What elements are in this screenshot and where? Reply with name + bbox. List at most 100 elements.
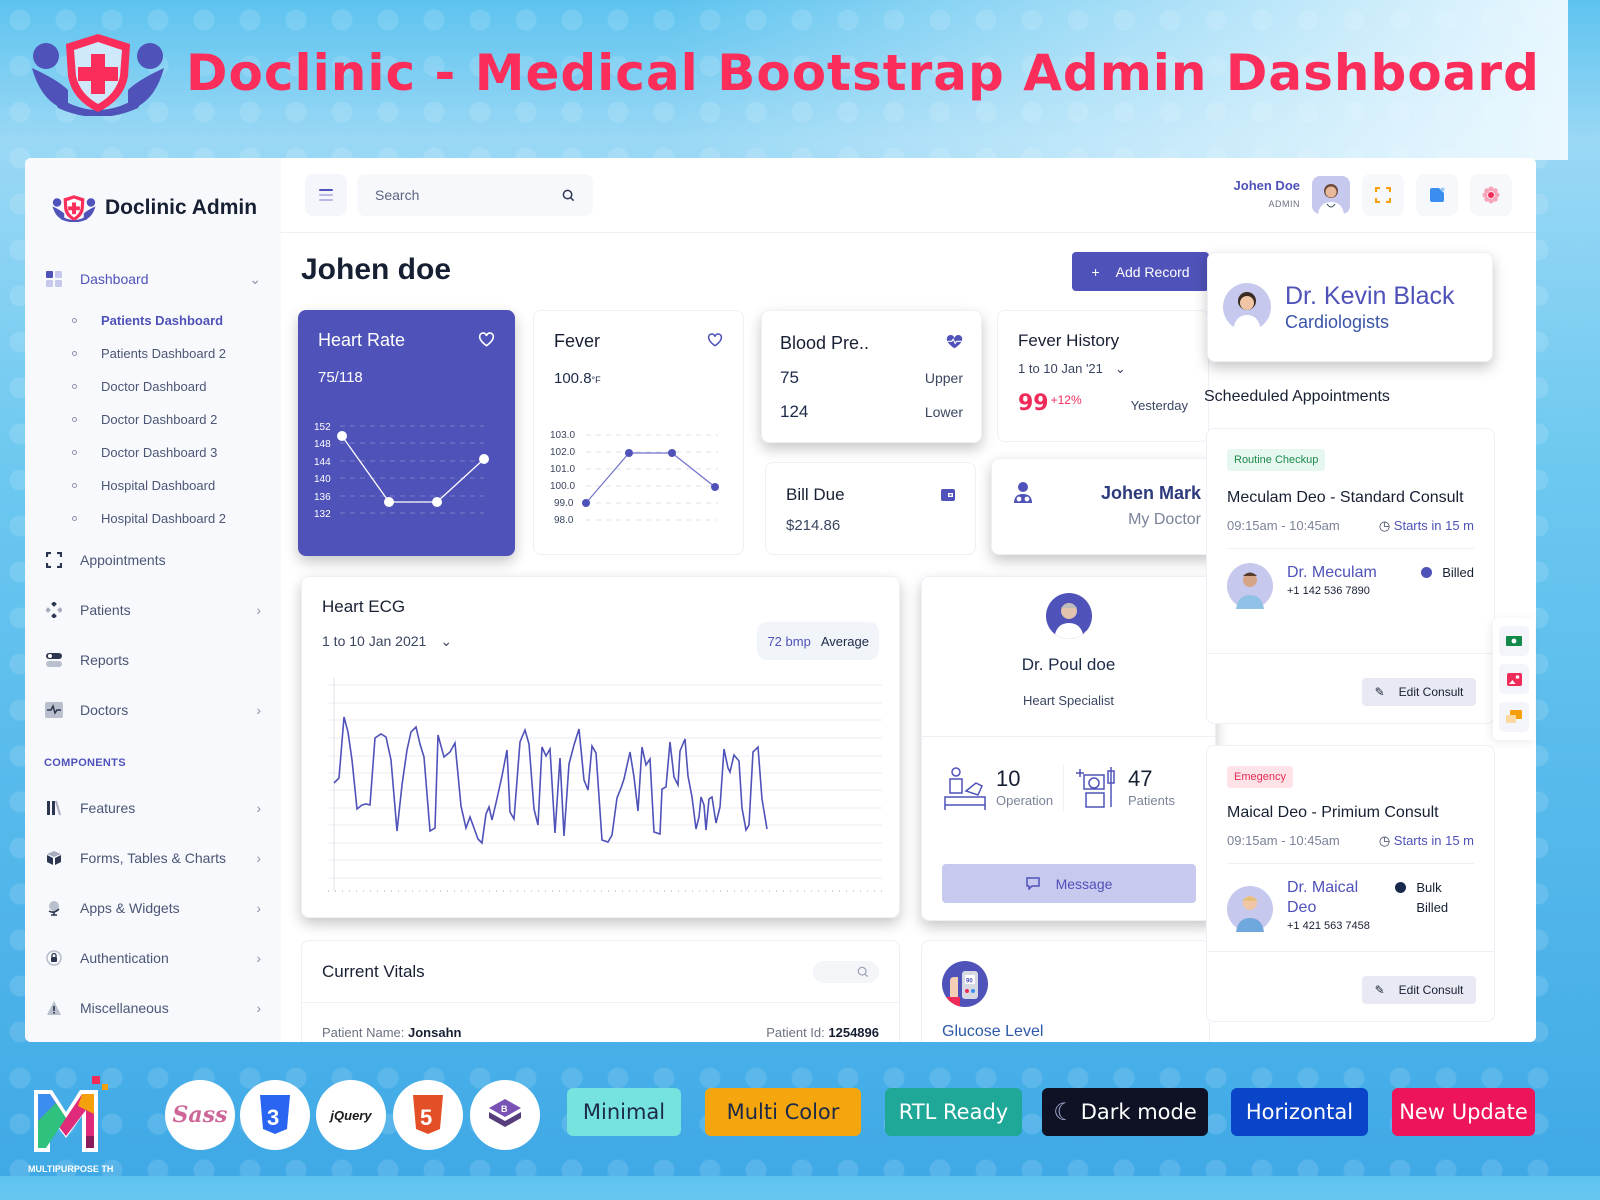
jquery-badge: jQuery — [316, 1080, 386, 1150]
surgery-icon — [944, 767, 986, 810]
settings-button[interactable] — [1470, 174, 1512, 216]
sidebar-subitem-patients-dashboard-2[interactable]: Patients Dashboard 2 — [67, 337, 281, 370]
sidebar-item-appointments[interactable]: Appointments — [25, 535, 281, 585]
sidebar-item-forms-tables-charts[interactable]: Forms, Tables & Charts › — [25, 833, 281, 883]
add-record-button[interactable]: + Add Record — [1072, 252, 1209, 291]
multipurpose-themes-logo: MULTIPURPOSE THEMES — [28, 1076, 139, 1176]
bp-upper-row: 75 Upper — [780, 368, 963, 387]
appointment-type-badge: Routine Checkup — [1227, 449, 1326, 471]
appointment-card: Routine Checkup Meculam Deo - Standard C… — [1206, 428, 1495, 724]
patients-stat: 47 Patients — [1063, 765, 1195, 811]
svg-text:148: 148 — [314, 439, 331, 450]
doctor-avatar[interactable] — [1045, 593, 1092, 639]
featured-doctor-name: Dr. Kevin Black — [1285, 281, 1455, 310]
css3-badge: 3 — [240, 1080, 310, 1150]
fever-history-card: Fever History 1 to 10 Jan '21 ⌄ 99 +12% Ye… — [997, 310, 1209, 442]
doctor-avatar[interactable] — [1227, 563, 1273, 609]
ecg-average-pill: 72 bmp Average — [757, 622, 879, 660]
featured-doctor-card[interactable]: Dr. Kevin Black Cardiologists — [1207, 252, 1493, 362]
hero-banner: Doclinic - Medical Bootstrap Admin Dashb… — [28, 28, 1540, 118]
search-input[interactable] — [375, 187, 525, 203]
sidebar-item-apps-widgets[interactable]: Apps & Widgets › — [25, 883, 281, 933]
topbar-right: Johen Doe ADMIN — [1234, 174, 1512, 216]
fever-history-range-dropdown[interactable]: 1 to 10 Jan '21 ⌄ — [1018, 361, 1126, 376]
search-box — [357, 174, 593, 216]
bullet-icon — [67, 318, 81, 324]
sidebar-item-reports[interactable]: Reports — [25, 635, 281, 685]
brand-name: Doclinic Admin — [105, 196, 258, 219]
edit-consult-button[interactable]: ✎ Edit Consult — [1362, 678, 1476, 706]
heart-icon[interactable] — [478, 332, 495, 347]
current-vitals-header: Current Vitals — [302, 941, 899, 1003]
sidebar-subitem-doctor-dashboard-3[interactable]: Doctor Dashboard 3 — [67, 436, 281, 469]
bullet-icon — [67, 516, 81, 522]
sidebar-item-features[interactable]: Features › — [25, 783, 281, 833]
brand[interactable]: Doclinic Admin — [25, 158, 281, 234]
appointment-doctor: Dr. Meculam +1 142 536 7890 Billed — [1227, 563, 1474, 609]
menu-toggle-button[interactable] — [305, 174, 347, 216]
bullet-icon — [67, 351, 81, 357]
sidebar-subitem-doctor-dashboard-2[interactable]: Doctor Dashboard 2 — [67, 403, 281, 436]
user-avatar[interactable] — [1312, 176, 1350, 214]
svg-text:152: 152 — [314, 422, 331, 433]
sidebar-subitem-hospital-dashboard-2[interactable]: Hospital Dashboard 2 — [67, 502, 281, 535]
bullet-icon — [67, 450, 81, 456]
notifications-button[interactable] — [1416, 174, 1458, 216]
bullet-icon — [67, 384, 81, 390]
vitals-patient-row: Patient Name: Jonsahn Patient Id: 125489… — [322, 1025, 879, 1040]
sidebar-item-patients[interactable]: Patients › — [25, 585, 281, 635]
message-button[interactable]: Message — [942, 864, 1196, 903]
doctor-avatar[interactable] — [1227, 886, 1273, 932]
svg-text:140: 140 — [314, 474, 331, 485]
chevron-down-icon: ⌄ — [440, 633, 453, 649]
sidebar-item-doctors[interactable]: Doctors › — [25, 685, 281, 735]
box-icon — [45, 849, 63, 867]
notification-icon — [1430, 187, 1445, 202]
billing-status: Billed — [1421, 563, 1474, 583]
globe-icon — [45, 899, 63, 917]
search-icon[interactable] — [562, 189, 575, 202]
main-content: Johen Doe ADMIN Johen doe + Add — [281, 158, 1536, 1042]
my-doctor-card[interactable]: Johen Mark My Doctor — [991, 458, 1222, 555]
heart-rate-card: Heart Rate 75/118 152 148 144 140 136 13… — [298, 310, 515, 556]
sidebar-subitem-patients-dashboard[interactable]: Patients Dashboard — [67, 304, 281, 337]
svg-text:B: B — [501, 1104, 508, 1114]
vitals-search-button[interactable] — [813, 960, 879, 983]
feature-pill-minimal: Minimal — [567, 1088, 681, 1136]
chevron-down-icon: ⌄ — [249, 270, 261, 287]
card-title: Heart ECG — [322, 597, 406, 616]
image-tool-button[interactable] — [1499, 664, 1529, 694]
appointment-footer: ✎ Edit Consult — [1207, 653, 1494, 723]
svg-text:136: 136 — [314, 492, 331, 503]
floating-toolbar — [1493, 618, 1535, 740]
plus-icon: + — [1091, 263, 1100, 280]
bootstrap-badge: B — [470, 1080, 540, 1150]
sidebar-item-miscellaneous[interactable]: Miscellaneous › — [25, 983, 281, 1033]
glucose-card: 90 Glucose Level — [921, 940, 1210, 1042]
edit-consult-button[interactable]: ✎ Edit Consult — [1362, 976, 1476, 1004]
heart-icon[interactable] — [707, 333, 723, 347]
feature-pill-new-update: New Update — [1392, 1088, 1535, 1136]
svg-text:3: 3 — [267, 1105, 279, 1130]
svg-text:102.0: 102.0 — [550, 447, 575, 458]
chevron-right-icon: › — [256, 800, 261, 816]
fullscreen-icon — [1375, 187, 1391, 203]
pencil-icon: ✎ — [1374, 983, 1385, 997]
heart-ecg-card: Heart ECG 1 to 10 Jan 2021 ⌄ 72 bmp Averag… — [301, 576, 900, 918]
card-title: Fever — [554, 331, 601, 351]
chat-tool-button[interactable] — [1499, 702, 1529, 732]
chevron-right-icon: › — [256, 702, 261, 718]
money-tool-button[interactable] — [1499, 626, 1529, 656]
sidebar-item-authentication[interactable]: Authentication › — [25, 933, 281, 983]
doctor-stats: 10 Operation 47 Patients — [922, 737, 1215, 811]
chevron-right-icon: › — [256, 850, 261, 866]
feature-pill-horizontal: Horizontal — [1231, 1088, 1368, 1136]
ecg-range-dropdown[interactable]: 1 to 10 Jan 2021 ⌄ — [322, 633, 453, 649]
sidebar-subitem-hospital-dashboard[interactable]: Hospital Dashboard — [67, 469, 281, 502]
appointment-card: Emegency Maical Deo - Primium Consult 09… — [1206, 745, 1495, 1022]
fullscreen-button[interactable] — [1362, 174, 1404, 216]
sidebar-subitem-doctor-dashboard[interactable]: Doctor Dashboard — [67, 370, 281, 403]
sass-badge: Sass — [165, 1080, 235, 1150]
user-info[interactable]: Johen Doe ADMIN — [1234, 178, 1300, 213]
sidebar-item-dashboard[interactable]: Dashboard ⌄ — [25, 254, 281, 304]
